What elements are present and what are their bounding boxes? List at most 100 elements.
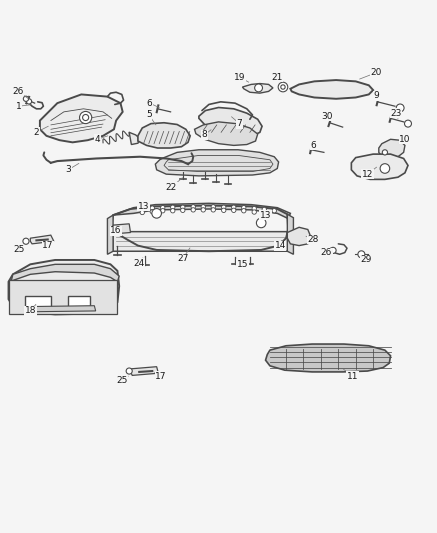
- Text: 16: 16: [111, 227, 122, 235]
- Text: 20: 20: [371, 68, 382, 77]
- Text: 5: 5: [146, 110, 152, 119]
- Circle shape: [262, 207, 267, 212]
- Text: 25: 25: [13, 246, 24, 254]
- Polygon shape: [24, 296, 51, 306]
- Circle shape: [382, 150, 388, 155]
- Circle shape: [170, 208, 175, 213]
- Polygon shape: [68, 296, 90, 306]
- Polygon shape: [379, 139, 405, 158]
- Text: 25: 25: [116, 376, 128, 385]
- Circle shape: [83, 115, 89, 120]
- Text: 18: 18: [24, 306, 36, 316]
- Polygon shape: [199, 108, 262, 136]
- Circle shape: [26, 99, 31, 104]
- Polygon shape: [266, 344, 391, 372]
- Text: 14: 14: [275, 241, 286, 250]
- Circle shape: [150, 209, 154, 214]
- Text: 6: 6: [147, 99, 153, 108]
- Circle shape: [380, 164, 390, 173]
- Polygon shape: [290, 80, 373, 99]
- Circle shape: [255, 84, 263, 92]
- Circle shape: [140, 211, 145, 215]
- Polygon shape: [351, 154, 408, 180]
- Circle shape: [150, 206, 154, 211]
- Text: 13: 13: [138, 202, 149, 211]
- Polygon shape: [9, 260, 119, 314]
- Circle shape: [191, 205, 195, 209]
- Text: 12: 12: [362, 169, 373, 179]
- Text: 17: 17: [155, 372, 167, 381]
- Circle shape: [222, 205, 226, 209]
- Circle shape: [232, 208, 236, 213]
- Circle shape: [272, 208, 277, 213]
- Polygon shape: [138, 123, 190, 148]
- Polygon shape: [155, 150, 279, 176]
- Text: 10: 10: [399, 135, 411, 144]
- Circle shape: [23, 96, 28, 101]
- Circle shape: [252, 206, 257, 211]
- Polygon shape: [10, 264, 119, 285]
- Circle shape: [180, 205, 185, 209]
- Circle shape: [126, 368, 132, 374]
- Text: 15: 15: [237, 260, 248, 269]
- Circle shape: [396, 104, 404, 112]
- Text: 23: 23: [391, 109, 402, 118]
- Circle shape: [201, 205, 205, 209]
- Polygon shape: [28, 306, 96, 312]
- Circle shape: [191, 208, 195, 212]
- Text: 26: 26: [12, 87, 24, 96]
- Circle shape: [405, 120, 412, 127]
- Polygon shape: [243, 84, 273, 93]
- Polygon shape: [194, 122, 258, 146]
- Circle shape: [140, 207, 145, 211]
- Text: 28: 28: [308, 235, 319, 244]
- Text: 22: 22: [166, 183, 177, 192]
- Polygon shape: [40, 94, 123, 142]
- Text: 1: 1: [16, 102, 22, 111]
- Text: 9: 9: [373, 91, 379, 100]
- Polygon shape: [30, 235, 54, 244]
- Polygon shape: [287, 214, 293, 254]
- Circle shape: [281, 85, 285, 89]
- Text: 27: 27: [177, 254, 188, 263]
- Text: 24: 24: [134, 259, 145, 268]
- Polygon shape: [113, 203, 290, 219]
- Circle shape: [152, 208, 161, 218]
- Polygon shape: [9, 280, 118, 313]
- Polygon shape: [287, 227, 311, 246]
- Circle shape: [330, 247, 336, 253]
- Circle shape: [242, 208, 246, 213]
- Circle shape: [278, 82, 288, 92]
- Text: 7: 7: [236, 119, 242, 128]
- Circle shape: [180, 208, 185, 213]
- Circle shape: [222, 208, 226, 213]
- Text: 11: 11: [347, 372, 358, 381]
- Circle shape: [23, 238, 29, 244]
- Circle shape: [257, 218, 266, 228]
- Text: 4: 4: [94, 135, 100, 144]
- Circle shape: [201, 208, 205, 212]
- Circle shape: [160, 208, 165, 213]
- Circle shape: [252, 210, 257, 214]
- Polygon shape: [113, 224, 131, 234]
- Text: 6: 6: [311, 141, 316, 150]
- Text: 21: 21: [272, 72, 283, 82]
- Text: 8: 8: [202, 131, 208, 140]
- Text: 2: 2: [34, 128, 39, 137]
- Text: 29: 29: [360, 255, 371, 264]
- Text: 17: 17: [42, 241, 53, 250]
- Circle shape: [170, 205, 175, 209]
- Circle shape: [211, 208, 215, 212]
- Text: 13: 13: [260, 211, 271, 220]
- Polygon shape: [131, 367, 158, 375]
- Circle shape: [242, 206, 246, 210]
- Circle shape: [211, 205, 215, 209]
- Text: 3: 3: [66, 165, 71, 174]
- Text: 30: 30: [321, 112, 332, 120]
- Circle shape: [358, 251, 365, 258]
- Text: 26: 26: [321, 248, 332, 257]
- Circle shape: [80, 111, 92, 124]
- Polygon shape: [129, 132, 140, 144]
- Circle shape: [232, 205, 236, 209]
- Polygon shape: [108, 215, 113, 254]
